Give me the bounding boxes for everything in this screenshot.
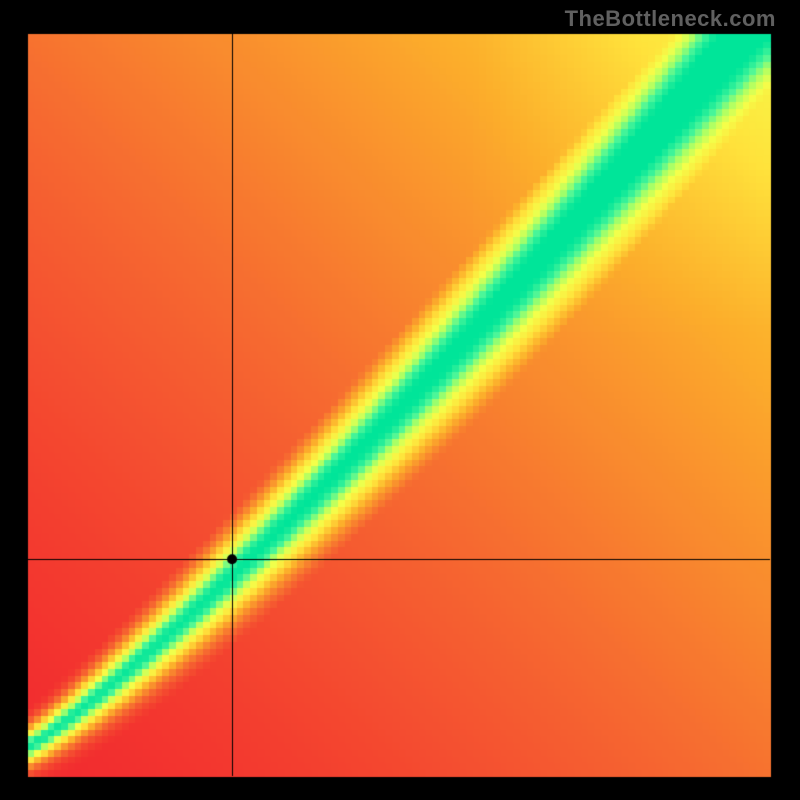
chart-container: TheBottleneck.com <box>0 0 800 800</box>
watermark-text: TheBottleneck.com <box>565 6 776 32</box>
heatmap-canvas <box>0 0 800 800</box>
